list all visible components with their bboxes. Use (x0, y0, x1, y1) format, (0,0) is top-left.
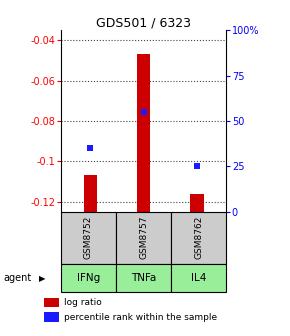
Bar (116, 264, 171, 292)
Bar (137, 54, 150, 212)
Bar (171, 264, 226, 292)
Text: IFNg: IFNg (77, 273, 100, 283)
Text: GSM8757: GSM8757 (139, 216, 148, 259)
Text: agent: agent (3, 273, 31, 283)
Bar (61, 212, 116, 264)
Bar (61, 264, 116, 292)
Text: ▶: ▶ (39, 274, 46, 283)
Text: GSM8762: GSM8762 (194, 216, 203, 259)
Text: log ratio: log ratio (64, 298, 102, 307)
Text: IL4: IL4 (191, 273, 206, 283)
Title: GDS501 / 6323: GDS501 / 6323 (96, 16, 191, 29)
Bar (190, 194, 204, 212)
Bar (171, 212, 226, 264)
Bar (84, 175, 97, 212)
Text: TNFa: TNFa (131, 273, 156, 283)
Text: percentile rank within the sample: percentile rank within the sample (64, 313, 217, 322)
Bar (116, 212, 171, 264)
Text: GSM8752: GSM8752 (84, 216, 93, 259)
